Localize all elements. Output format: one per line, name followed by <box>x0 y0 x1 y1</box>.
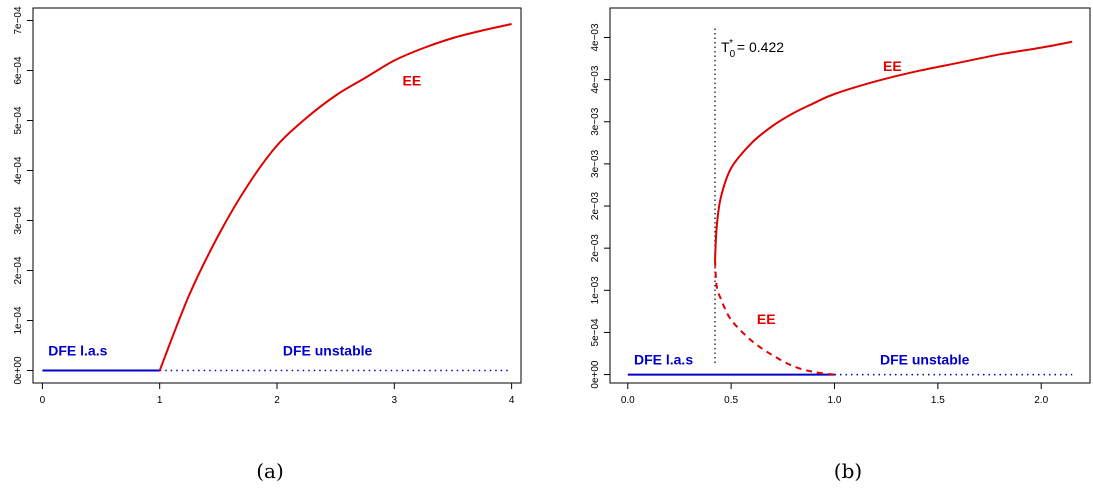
panel-b-y-tick-label: 3e−03 <box>590 149 601 178</box>
panel-a-annotations: DFE l.a.s DFE unstable EE <box>48 73 421 359</box>
panel-b-y-tick-label: 0e+00 <box>590 360 601 389</box>
panel-a-y-tick-label: 1e−04 <box>13 306 24 335</box>
series-ee-solid-line <box>158 23 512 371</box>
panel-b-caption: (b) <box>834 459 862 483</box>
panel-b-y-tick-label: 1e−03 <box>590 276 601 305</box>
threshold-label: T0* = 0.422 <box>721 38 784 60</box>
panel-b: 0.0 0.5 1.0 1.5 2.0 0e+00 5e−04 1e−03 2e−03 2e−0… <box>590 7 1091 483</box>
panel-b-x-tick-label: 1.0 <box>828 395 842 406</box>
series-ee-dashed-line <box>714 260 835 376</box>
panel-a-y-tick-label: 6e−04 <box>13 56 24 85</box>
panel-b-x-tick-label: 0.0 <box>621 395 635 406</box>
panel-b-x-axis: 0.0 0.5 1.0 1.5 2.0 <box>621 383 1049 406</box>
panel-a-y-tick-label: 3e−04 <box>13 206 24 235</box>
panel-a-series <box>42 23 512 372</box>
threshold-superscript: * <box>729 38 733 49</box>
panel-b-plot-box <box>609 7 1091 384</box>
panel-a-x-tick-label: 3 <box>392 395 398 406</box>
annotation-dfe-unstable: DFE unstable <box>880 351 970 367</box>
panel-a-y-tick-label: 4e−04 <box>13 156 24 185</box>
panel-b-threshold: T0* = 0.422 <box>714 28 784 363</box>
panel-b-x-tick-label: 0.5 <box>724 395 738 406</box>
panel-a-x-axis: 0 1 2 3 4 <box>40 383 515 406</box>
panel-b-x-tick-label: 2.0 <box>1034 395 1048 406</box>
annotation-dfe-l-a-s: DFE l.a.s <box>634 351 693 367</box>
annotation-dfe-unstable: DFE unstable <box>283 343 373 359</box>
panel-b-y-tick-label: 4e−03 <box>590 23 601 52</box>
panel-b-y-tick-label: 4e−03 <box>590 65 601 94</box>
panel-a-y-tick-label: 7e−04 <box>13 6 24 35</box>
panel-a-x-tick-label: 0 <box>40 395 46 406</box>
threshold-symbol: T <box>721 39 730 55</box>
panel-a-y-tick-label: 0e+00 <box>13 356 24 385</box>
panel-a-x-tick-label: 2 <box>274 395 280 406</box>
series-ee-solid-line <box>714 40 1073 261</box>
panel-a-plot-box <box>32 7 522 384</box>
panel-b-y-tick-label: 2e−03 <box>590 234 601 263</box>
annotation-ee: EE <box>403 73 422 89</box>
annotation-ee: EE <box>757 311 776 327</box>
annotation-dfe-l-a-s: DFE l.a.s <box>48 343 107 359</box>
annotation-ee: EE <box>883 58 902 74</box>
threshold-subscript: 0 <box>730 49 736 60</box>
panel-b-y-axis: 0e+00 5e−04 1e−03 2e−03 2e−03 3e−03 3e−03 4e−03… <box>590 23 610 389</box>
panel-a: 0 1 2 3 4 0e+00 1e−04 2e−04 3e−04 4e−04 5e−04 6e−0… <box>13 6 522 483</box>
panel-a-y-axis: 0e+00 1e−04 2e−04 3e−04 4e−04 5e−04 6e−04 7e−04 <box>13 6 33 385</box>
panel-a-y-tick-label: 5e−04 <box>13 106 24 135</box>
panel-b-annotations: DFE l.a.s DFE unstable EE EE <box>634 58 970 367</box>
panel-b-series <box>627 40 1073 376</box>
panel-b-y-tick-label: 2e−03 <box>590 192 601 221</box>
panel-a-x-tick-label: 1 <box>157 395 163 406</box>
panel-a-caption: (a) <box>256 459 284 483</box>
panel-b-y-tick-label: 5e−04 <box>590 318 601 347</box>
panel-b-y-tick-label: 3e−03 <box>590 107 601 136</box>
threshold-value: = 0.422 <box>733 39 784 55</box>
panel-a-y-tick-label: 2e−04 <box>13 256 24 285</box>
panel-a-x-tick-label: 4 <box>509 395 515 406</box>
panel-b-x-tick-label: 1.5 <box>931 395 945 406</box>
